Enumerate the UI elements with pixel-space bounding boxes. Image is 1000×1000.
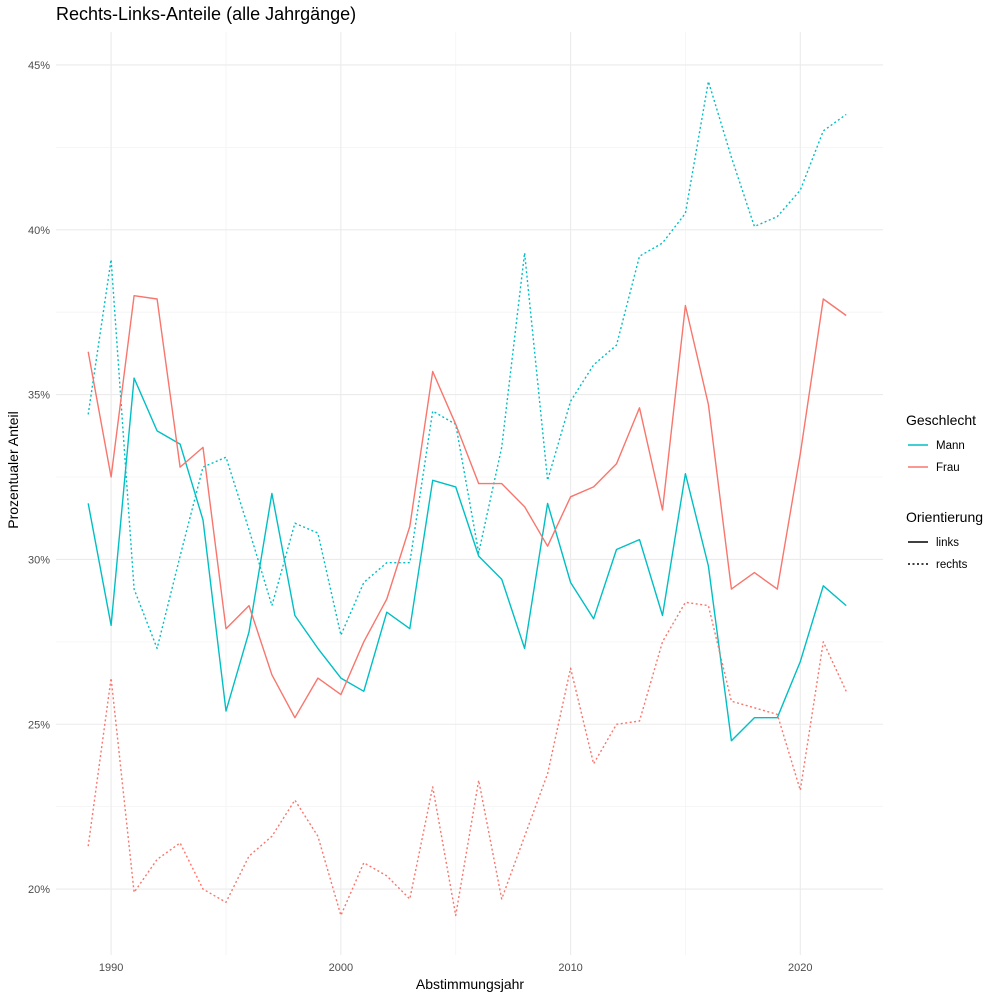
series-line-frau-links [87,295,847,719]
y-tick-label: 25% [28,719,50,731]
series-line-mann-rechts [87,80,847,650]
y-tick-label: 20% [28,884,50,896]
y-tick-label: 30% [28,554,50,566]
legend-linetype-title: Orientierung [906,509,983,525]
y-axis-ticks: 20% 25% 30% 35% 40% 45% [28,60,50,896]
y-tick-label: 45% [28,60,50,72]
x-axis-ticks: 1990 2000 2010 2020 [99,962,813,974]
x-tick-label: 2010 [558,962,582,974]
x-axis-label: Abstimmungsjahr [416,976,524,992]
y-tick-label: 35% [28,390,50,402]
legend: Geschlecht Mann Frau Orientierung links … [906,412,983,571]
grid-major [56,32,883,955]
x-tick-label: 2020 [788,962,812,974]
x-tick-label: 1990 [99,962,123,974]
legend-color-title: Geschlecht [906,412,976,428]
legend-label-links: links [936,537,959,549]
y-tick-label: 40% [28,225,50,237]
y-axis-label: Prozentualer Anteil [5,411,21,529]
series-layer [87,80,847,917]
grid-minor [56,32,883,955]
chart-title: Rechts-Links-Anteile (alle Jahrgänge) [56,4,356,24]
legend-label-mann: Mann [936,440,965,452]
series-line-mann-links [87,377,847,742]
legend-label-frau: Frau [936,462,960,474]
legend-label-rechts: rechts [936,559,968,571]
x-tick-label: 2000 [329,962,353,974]
series-line-frau-rechts [87,601,847,917]
